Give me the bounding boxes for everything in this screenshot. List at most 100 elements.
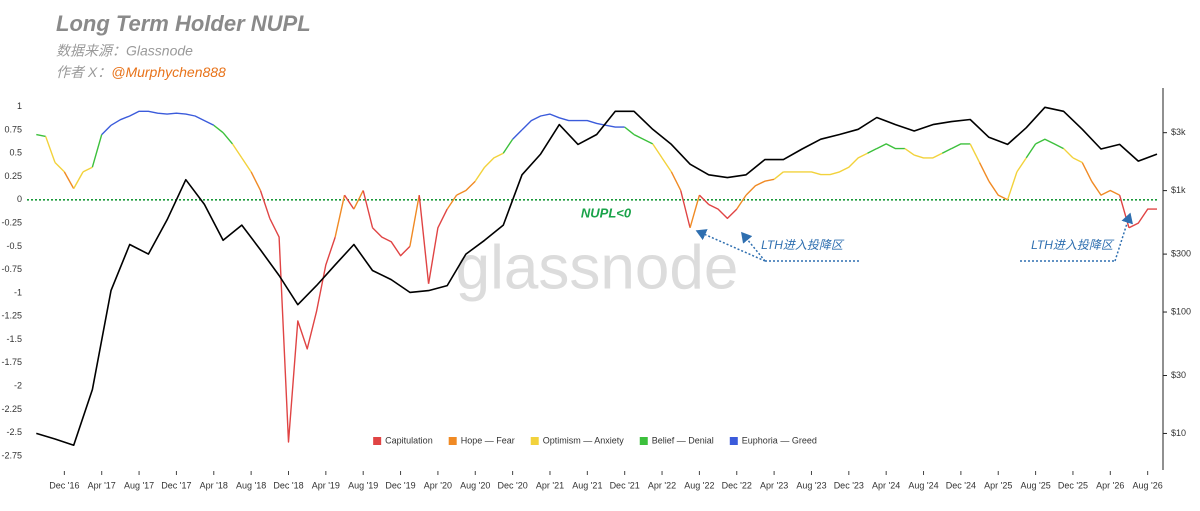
zone-connector [698,194,710,205]
zone-connector [689,194,701,228]
legend-swatch [373,437,382,445]
x-tick-label: Aug '26 [1133,480,1163,490]
y-tick-label: 0.5 [9,148,22,158]
zone-connector [1006,171,1018,201]
x-tick-label: Aug '17 [124,480,154,490]
zone-connector [250,171,262,191]
nupl-line [36,132,1064,150]
y-tick-label: 0.25 [4,171,22,181]
y-tick-label: -0.75 [1,264,22,274]
x-tick-label: Dec '18 [273,480,303,490]
subtitle: 数据来源：Glassnode [56,43,193,59]
zone-connector [231,143,243,159]
zone-connector [736,194,747,210]
zone-connector [670,171,682,191]
y2-tick-label: $3k [1171,127,1186,137]
x-tick-label: Aug '18 [236,480,266,490]
x-tick-label: Apr '25 [984,480,1012,490]
annotation-arrows [695,212,1133,262]
zone-connector [512,129,523,140]
zone-connector [904,147,915,156]
x-tick-label: Apr '17 [88,480,116,490]
zone-connector [867,147,878,154]
y2-tick-label: $1k [1171,185,1186,195]
author-handle: @Murphychen888 [111,64,226,80]
chart-title: Long Term Holder NUPL [56,11,311,36]
legend-label: Belief — Denial [652,435,714,445]
zone-connector [362,190,374,228]
price-line [36,106,1158,446]
x-tick-label: Dec '20 [498,480,528,490]
legend-label: Euphoria — Greed [742,435,817,445]
zone-connector [773,171,784,180]
x-tick-label: Dec '17 [161,480,191,490]
plot-area: 1 0.75 0.5 0.25 0 -0.25 -0.5 -0.75 -1 -1.25 -1.5 -1… [1,88,1191,490]
x-tick-label: Dec '22 [722,480,752,490]
y-tick-label: -1.75 [1,357,22,367]
y2-tick-label: $100 [1171,306,1191,316]
x-tick-label: Apr '24 [872,480,900,490]
zone-connector [502,138,514,154]
author-label-text: 作者 X： [56,64,111,80]
legend-swatch [729,437,738,445]
x-tick-label: Aug '24 [908,480,938,490]
x-tick-label: Dec '23 [834,480,864,490]
zone-connector [45,136,56,163]
zone-connector [941,147,952,154]
legend-label: Hope — Fear [461,435,515,445]
zone-connector [1025,143,1037,159]
author-label: 作者 X：@Murphychen888 [56,64,226,80]
x-tick-label: Aug '25 [1020,480,1050,490]
annotation: LTH进入投降区 [761,238,845,252]
legend-swatch [530,437,539,445]
y-tick-label: -2 [14,381,22,391]
zone-connector [343,194,355,210]
x-tick-label: Dec '19 [385,480,415,490]
x-tick-label: Apr '22 [648,480,676,490]
y-tick-label: 1 [17,101,22,111]
zone-connector [409,195,420,247]
zone-connector [213,124,224,134]
x-tick-label: Apr '19 [312,480,340,490]
y-tick-label: -1.25 [1,311,22,321]
zone-connector [652,143,663,159]
x-tick-label: Dec '24 [946,480,976,490]
legend-label: Optimism — Anxiety [543,435,625,445]
x-tick-label: Apr '23 [760,480,788,490]
zone-connector [353,190,364,210]
y-tick-label: 0 [17,194,22,204]
legend-swatch [448,437,457,445]
zone-connector [969,143,981,163]
x-tick-label: Aug '20 [460,480,490,490]
zone-connector [680,190,691,228]
zone-connector [63,171,75,189]
y-tick-label: -0.5 [6,241,22,251]
nupl-line [110,110,625,131]
zone-connector [1063,148,1074,159]
zone-connector [259,190,271,219]
x-tick-label: Aug '21 [572,480,602,490]
annotation: LTH进入投降区 [1031,238,1115,252]
legend-label: Capitulation [385,435,433,445]
nupl-line [269,203,1157,443]
zone-connector [418,195,430,284]
annotation: NUPL<0 [581,205,632,220]
arrow [695,229,766,262]
zone-connector [624,126,635,136]
x-tick-label: Dec '25 [1058,480,1088,490]
x-tick-label: Dec '21 [610,480,640,490]
zone-connector [91,134,103,168]
y-tick-label: -2.5 [6,427,22,437]
y-tick-label: -2.75 [1,450,22,460]
x-tick-label: Apr '18 [200,480,228,490]
x-tick-label: Dec '16 [49,480,79,490]
y-tick-label: 0.75 [4,124,22,134]
zone-connector [1081,162,1093,182]
watermark: glassnode [456,233,739,302]
x-tick-label: Aug '19 [348,480,378,490]
x-tick-label: Aug '22 [684,480,714,490]
zone-connector [334,194,346,238]
nupl-line [456,178,1120,201]
legend-swatch [639,437,648,445]
